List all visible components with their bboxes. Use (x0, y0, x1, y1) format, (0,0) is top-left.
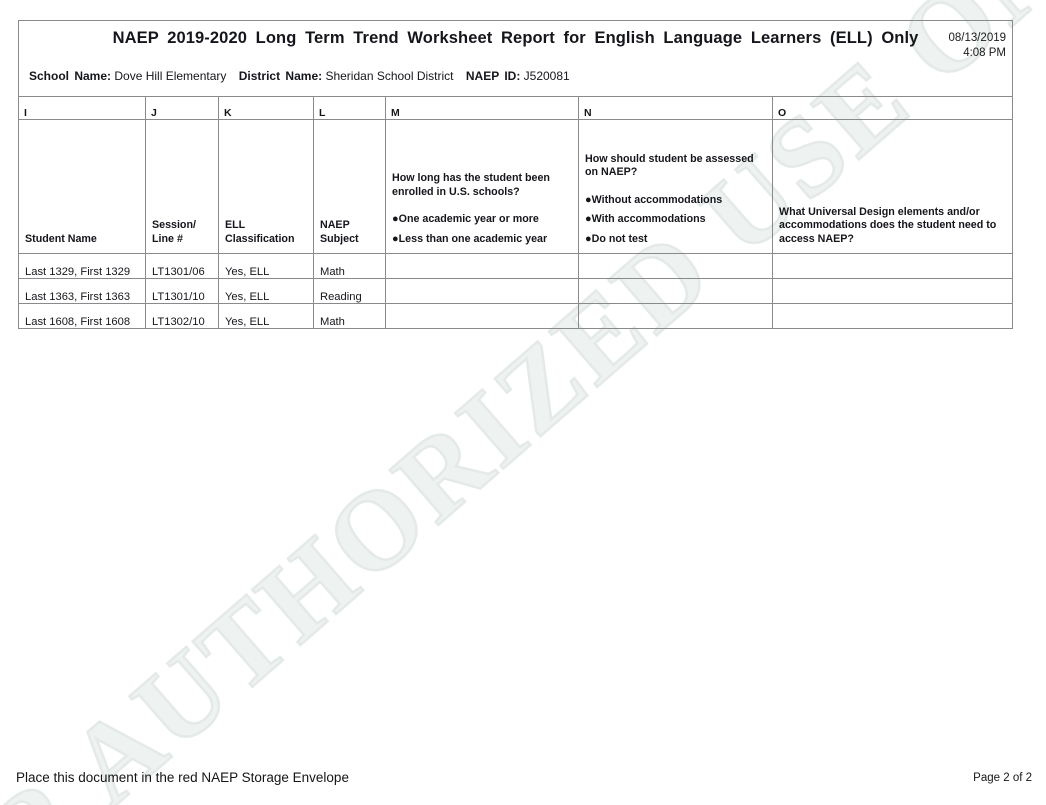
table-row: Last 1363, First 1363 LT1301/10 Yes, ELL… (18, 278, 1014, 304)
district-name-label: District Name: (238, 69, 323, 83)
cell-session-line: LT1301/10 (145, 278, 219, 304)
header-universal-design-1: What Universal Design elements and/or (779, 205, 980, 218)
bullet-icon: ● (392, 232, 399, 245)
cell-assessment[interactable] (578, 253, 773, 279)
column-header-row: Student Name Session/ Line # ELL Classif… (18, 119, 1014, 254)
header-assessment-question: How should student be assessed on NAEP? … (578, 119, 773, 254)
cell-naep-subject: Math (313, 253, 386, 279)
cell-naep-subject: Reading (313, 278, 386, 304)
header-ell-classification: ELL Classification (218, 119, 314, 254)
page-title: NAEP 2019-2020 Long Term Trend Worksheet… (112, 29, 919, 47)
header-session-line-2: Line # (152, 232, 183, 245)
header-assessment-option-1-text: Without accommodations (591, 193, 723, 206)
header-enrollment-option-1-text: One academic year or more (398, 213, 539, 225)
report-timestamp: 08/13/2019 4:08 PM (948, 31, 1006, 61)
column-letter-row: I J K L M N O (18, 96, 1014, 120)
cell-session-line: LT1302/10 (145, 303, 219, 329)
report-date: 08/13/2019 (948, 32, 1007, 44)
column-letter-n: N (578, 96, 773, 120)
cell-session-line: LT1301/06 (145, 253, 219, 279)
table-row: Last 1329, First 1329 LT1301/06 Yes, ELL… (18, 253, 1014, 279)
footer-instruction: Place this document in the red NAEP Stor… (16, 770, 349, 785)
header-universal-design-3: access NAEP? (779, 232, 854, 245)
cell-enrollment[interactable] (385, 278, 579, 304)
bullet-icon: ● (585, 213, 592, 225)
cell-student-name: Last 1363, First 1363 (18, 278, 146, 304)
cell-universal-design[interactable] (771, 278, 1014, 304)
cell-student-name: Last 1329, First 1329 (18, 253, 146, 279)
district-name-value: Sheridan School District (325, 69, 454, 83)
school-name-label: School Name: (29, 69, 112, 83)
column-letter-j: J (145, 96, 219, 120)
cell-ell-classification: Yes, ELL (218, 253, 314, 279)
column-letter-k: K (218, 96, 314, 120)
ell-worksheet-table: NAEP 2019-2020 Long Term Trend Worksheet… (17, 20, 1014, 329)
header-enrollment-option-2-text: Less than one academic year (398, 232, 548, 245)
bullet-icon: ● (392, 213, 399, 225)
cell-assessment[interactable] (578, 278, 773, 304)
header-assessment-option-1: ●Without accommodations (585, 194, 766, 208)
cell-enrollment[interactable] (385, 253, 579, 279)
cell-assessment[interactable] (578, 303, 773, 329)
bullet-icon: ● (585, 193, 592, 206)
cell-enrollment[interactable] (385, 303, 579, 329)
header-assessment-line-2: on NAEP? (585, 166, 638, 178)
column-letter-o: O (771, 96, 1014, 120)
footer-page-indicator: Page 2 of 2 (973, 772, 1032, 784)
header-assessment-option-2-text: With accommodations (591, 213, 706, 225)
cell-universal-design[interactable] (771, 253, 1014, 279)
header-naep-subject: NAEP Subject (313, 119, 386, 254)
header-naep-subject-2: Subject (320, 232, 359, 245)
school-name-value: Dove Hill Elementary (114, 69, 227, 83)
header-ell-classification-2: Classification (225, 232, 295, 245)
header-assessment-option-3-text: Do not test (591, 232, 648, 245)
cell-student-name: Last 1608, First 1608 (18, 303, 146, 329)
report-banner-cell: NAEP 2019-2020 Long Term Trend Worksheet… (17, 20, 1014, 97)
header-assessment-spacer (585, 180, 766, 194)
header-enrollment-option-1: ●One academic year or more (392, 213, 572, 227)
column-letter-m: M (385, 96, 579, 120)
cell-ell-classification: Yes, ELL (218, 278, 314, 304)
cell-naep-subject: Math (313, 303, 386, 329)
header-student-name: Student Name (18, 119, 146, 254)
column-letter-i: I (18, 96, 146, 120)
header-enrollment-question: How long has the student been enrolled i… (385, 119, 579, 254)
header-session-line-1: Session/ (152, 219, 196, 231)
header-universal-design: What Universal Design elements and/or ac… (771, 119, 1014, 254)
header-student-name-text: Student Name (25, 232, 97, 245)
column-letter-l: L (313, 96, 386, 120)
report-banner-row: NAEP 2019-2020 Long Term Trend Worksheet… (17, 20, 1014, 97)
header-assessment-option-3: ●Do not test (585, 233, 766, 247)
header-assessment-line-1: How should student be assessed (585, 152, 754, 165)
table-row: Last 1608, First 1608 LT1302/10 Yes, ELL… (18, 303, 1014, 329)
header-enrollment-line-1: How long has the student been (392, 172, 550, 184)
report-time: 4:08 PM (963, 47, 1007, 59)
header-enrollment-spacer (392, 199, 572, 213)
bullet-icon: ● (585, 232, 592, 245)
header-enrollment-line-2: enrolled in U.S. schools? (392, 185, 520, 198)
page-footer: Place this document in the red NAEP Stor… (0, 770, 1046, 792)
cell-ell-classification: Yes, ELL (218, 303, 314, 329)
identification-line: School Name: Dove Hill Elementary Distri… (29, 69, 579, 83)
header-ell-classification-1: ELL (225, 219, 246, 231)
naep-id-value: J520081 (523, 69, 570, 83)
header-session-line: Session/ Line # (145, 119, 219, 254)
header-enrollment-option-2: ●Less than one academic year (392, 233, 572, 247)
cell-universal-design[interactable] (771, 303, 1014, 329)
header-assessment-option-2: ●With accommodations (585, 213, 766, 227)
naep-id-label: NAEP ID: (465, 69, 521, 83)
header-naep-subject-1: NAEP (320, 219, 350, 231)
header-universal-design-2: accommodations does the student need to (779, 219, 997, 231)
